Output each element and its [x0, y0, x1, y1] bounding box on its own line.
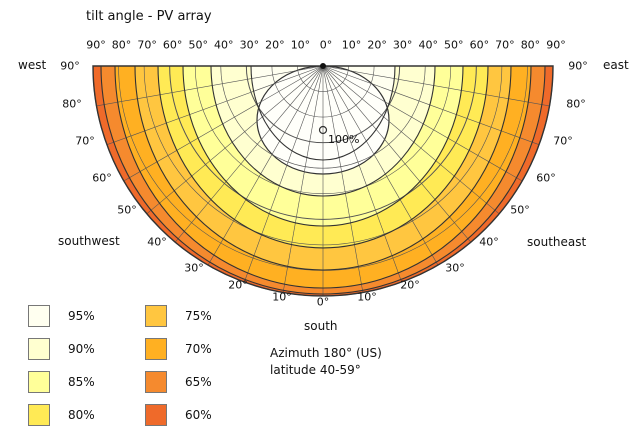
- contour-line-3: [157, 65, 489, 249]
- west-label: west: [18, 58, 47, 72]
- azimuth-spoke-1: [322, 65, 550, 107]
- top-tick-3: 60°: [162, 38, 183, 52]
- left-arc-tick-0: 90°: [60, 59, 80, 73]
- top-tick-2: 70°: [137, 38, 157, 52]
- legend-swatch-85: [28, 371, 50, 393]
- right-arc-tick-5: 40°: [479, 235, 499, 249]
- legend-swatch-90: [28, 338, 50, 360]
- left-arc-tick-2: 70°: [75, 134, 95, 148]
- azimuth-spoke-6: [322, 65, 439, 266]
- top-tick-16: 70°: [495, 38, 515, 52]
- azimuth-spoke-7: [322, 65, 402, 283]
- azimuth-spoke-12: [207, 65, 324, 266]
- top-tick-12: 30°: [392, 38, 413, 52]
- legend-swatch-95: [28, 305, 50, 327]
- optimum-label: 100%: [328, 133, 360, 146]
- azimuth-spoke-11: [244, 65, 324, 283]
- azimuth-spoke-14: [146, 65, 324, 215]
- zenith-point: [320, 63, 326, 69]
- contour-line-4: [182, 65, 464, 227]
- optimum-point-marker: [318, 125, 328, 135]
- left-arc-tick-3: 60°: [92, 171, 112, 185]
- right-arc-tick-6: 30°: [445, 261, 465, 275]
- right-arc-tick-7: 20°: [400, 278, 420, 292]
- right-arc-tick-8: 10°: [357, 290, 377, 304]
- legend-label-60: 60%: [185, 408, 212, 422]
- right-arc-tick-0: 90°: [568, 59, 588, 73]
- top-tick-7: 20°: [265, 38, 285, 52]
- legend-swatch-65: [145, 371, 167, 393]
- azimuth-spoke-8: [322, 65, 364, 293]
- top-tick-11: 20°: [367, 38, 387, 52]
- east-label: east: [603, 58, 629, 72]
- latitude-info: latitude 40-59°: [270, 363, 361, 377]
- southeast-label: southeast: [527, 235, 587, 249]
- azimuth-spoke-17: [96, 65, 324, 107]
- top-tick-15: 60°: [469, 38, 490, 52]
- contour-line-2: [134, 65, 512, 271]
- left-arc-tick-7: 20°: [228, 278, 248, 292]
- right-arc-tick-1: 80°: [566, 97, 586, 111]
- legend-label-65: 65%: [185, 375, 212, 389]
- left-arc-tick-8: 10°: [272, 290, 292, 304]
- azimuth-spoke-2: [322, 65, 540, 145]
- azimuth-spoke-5: [322, 65, 472, 243]
- top-tick-5: 40°: [214, 38, 234, 52]
- top-tick-4: 50°: [188, 38, 208, 52]
- right-arc-tick-2: 70°: [553, 134, 573, 148]
- contour-line-5: [210, 65, 436, 197]
- contour-line-1: [114, 65, 532, 289]
- top-tick-14: 50°: [444, 38, 464, 52]
- tilt-grid: [92, 63, 554, 297]
- contour-line-6: [250, 65, 396, 161]
- legend-swatch-60: [145, 404, 167, 426]
- top-tick-6: 30°: [239, 38, 260, 52]
- top-tick-13: 40°: [418, 38, 438, 52]
- azimuth-spoke-4: [322, 65, 500, 215]
- left-arc-tick-1: 80°: [62, 97, 82, 111]
- top-tick-0: 90°: [86, 38, 106, 52]
- azimuth-spoke-16: [106, 65, 324, 145]
- bottom-tick-0: 0°: [316, 295, 330, 309]
- south-label: south: [304, 319, 338, 333]
- azimuth-spoke-10: [282, 65, 324, 293]
- left-arc-tick-5: 40°: [147, 235, 167, 249]
- legend-label-75: 75%: [185, 309, 212, 323]
- top-tick-9: 0°: [319, 38, 333, 52]
- azimuth-info: Azimuth 180° (US): [270, 346, 382, 360]
- outer-boundary: [92, 65, 554, 297]
- diagram-title: tilt angle - PV array: [86, 9, 212, 24]
- top-tick-1: 80°: [111, 38, 132, 52]
- legend-label-90: 90%: [68, 342, 95, 356]
- top-tick-17: 80°: [520, 38, 541, 52]
- right-arc-tick-4: 50°: [510, 203, 530, 217]
- top-tick-8: 10°: [290, 38, 311, 52]
- contour-line-0: [100, 65, 546, 295]
- legend-label-80: 80%: [68, 408, 95, 422]
- southwest-label: southwest: [58, 234, 120, 248]
- left-arc-tick-6: 30°: [184, 261, 204, 275]
- right-arc-tick-3: 60°: [536, 171, 556, 185]
- top-tick-10: 10°: [341, 38, 362, 52]
- top-tick-18: 90°: [546, 38, 566, 52]
- left-arc-tick-4: 50°: [117, 203, 137, 217]
- legend-label-85: 85%: [68, 375, 95, 389]
- legend-swatch-80: [28, 404, 50, 426]
- legend-label-95: 95%: [68, 309, 95, 323]
- legend-swatch-75: [145, 305, 167, 327]
- legend-swatch-70: [145, 338, 167, 360]
- azimuth-spoke-13: [174, 65, 324, 243]
- legend-label-70: 70%: [185, 342, 212, 356]
